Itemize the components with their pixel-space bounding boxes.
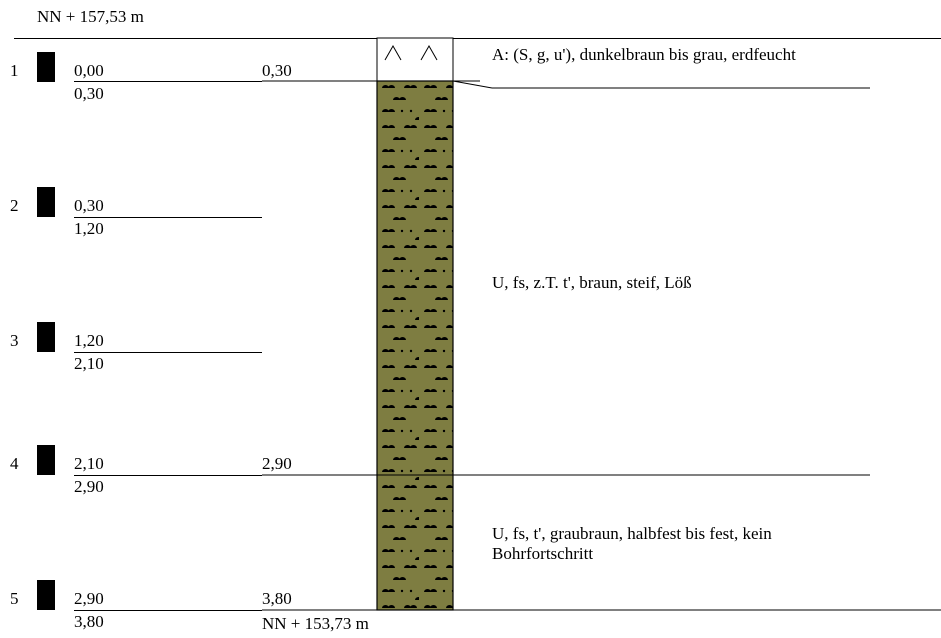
sample-marker-icon — [37, 445, 55, 475]
sample-from-depth: 1,20 — [74, 331, 104, 350]
bottom-elevation-label: NN + 153,73 m — [262, 614, 369, 633]
sample-marker-icon — [37, 52, 55, 82]
topsoil-layer-box — [376, 37, 454, 82]
sample-from-depth: 2,90 — [74, 589, 104, 608]
sample-number: 3 — [10, 331, 19, 350]
sample-number: 5 — [10, 589, 19, 608]
sample-to-depth: 0,30 — [74, 84, 104, 103]
silt-hatch-pattern — [377, 81, 453, 610]
layer-description: U, fs, t', graubraun, halbfest bis fest,… — [492, 524, 772, 563]
layer-description: U, fs, z.T. t', braun, steif, Löß — [492, 273, 692, 292]
sample-marker-icon — [37, 322, 55, 352]
sample-rule — [74, 352, 262, 353]
sample-rule — [74, 217, 262, 218]
sample-to-depth: 2,90 — [74, 477, 104, 496]
sample-rule — [74, 475, 262, 476]
sample-from-depth: 0,00 — [74, 61, 104, 80]
sample-rule — [74, 81, 262, 82]
layer-connector-1 — [452, 80, 493, 89]
sample-marker-icon — [37, 187, 55, 217]
sample-number: 2 — [10, 196, 19, 215]
layer-base-depth: 2,90 — [262, 454, 292, 473]
sample-number: 1 — [10, 61, 19, 80]
sample-to-depth: 3,80 — [74, 612, 104, 631]
sample-to-depth: 2,10 — [74, 354, 104, 373]
layer-description: A: (S, g, u'), dunkelbraun bis grau, erd… — [492, 45, 796, 64]
sample-to-depth: 1,20 — [74, 219, 104, 238]
top-elevation-label: NN + 157,53 m — [37, 7, 144, 26]
sample-marker-icon — [37, 580, 55, 610]
sample-from-depth: 0,30 — [74, 196, 104, 215]
sample-rule — [74, 610, 262, 611]
layer-base-depth: 3,80 — [262, 589, 292, 608]
sample-from-depth: 2,10 — [74, 454, 104, 473]
sample-number: 4 — [10, 454, 19, 473]
layer-base-depth: 0,30 — [262, 61, 292, 80]
fill-symbol-icon — [384, 44, 438, 61]
header-rule — [14, 38, 941, 39]
